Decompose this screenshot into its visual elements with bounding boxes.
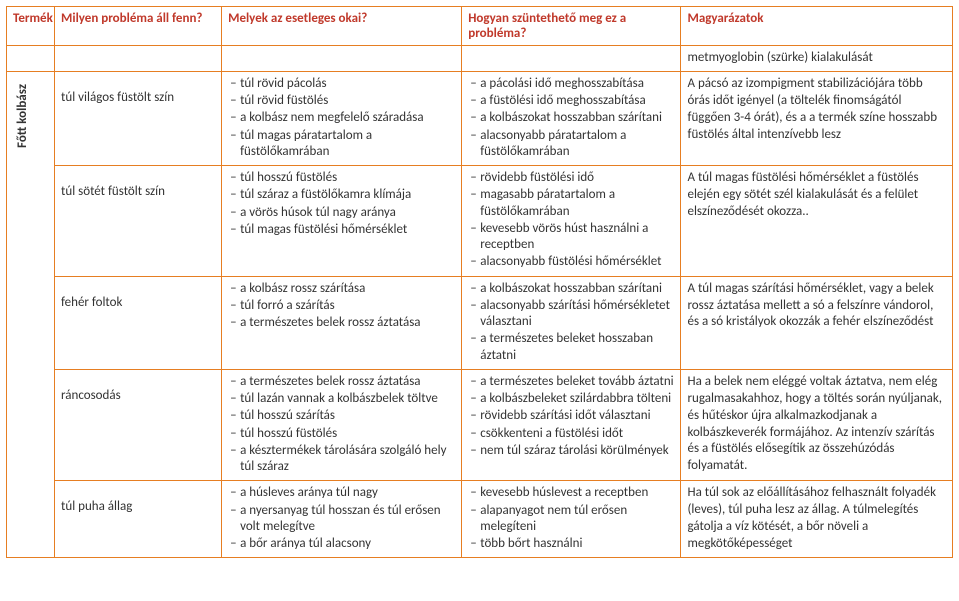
table-row: Főtt kolbásztúl világos füstölt színtúl … [7,71,953,165]
rows.1.causes-item: a vörös húsok túl nagy aránya [230,205,455,221]
rows.1.fixes-list: rövidebb füstölési időmagasabb páratarta… [468,170,674,271]
rows.0.fixes-item: a füstölési idő meghosszabítása [470,93,674,109]
note-cell: A túl magas füstölési hőmérséklet a füst… [681,166,953,277]
note-cell: A túl magas szárítási hőmérséklet, vagy … [681,276,953,369]
rows.1.causes-list: túl hosszú füstöléstúl száraz a füstölők… [228,170,455,238]
rows.2.fixes-item: a kolbászokat hosszabban szárítani [470,281,674,297]
causes-cell: a kolbász rossz szárításatúl forró a szá… [222,276,462,369]
rows.0.causes-item: túl magas páratartalom a füstölőkamrában [230,128,455,161]
problem-cell: túl puha állag [55,481,222,558]
header-notes: Magyarázatok [681,7,953,46]
rows.4.causes-list: a húsleves aránya túl nagy a nyersanyag t… [228,485,455,552]
rows.3.fixes-item: csökkenteni a füstölési időt [470,426,674,442]
causes-cell: a húsleves aránya túl nagy a nyersanyag t… [222,481,462,558]
rows.4.fixes-item: alapanyagot nem túl erősen melegíteni [470,503,674,536]
problem-cell: fehér foltok [55,276,222,369]
note-cell: Ha a belek nem eléggé voltak áztatva, ne… [681,369,953,481]
fixes-cell: kevesebb húslevest a receptben alapanyago… [462,481,681,558]
table-row: fehér foltoka kolbász rossz szárításatúl… [7,276,953,369]
rows.3.fixes-list: a természetes beleket tovább áztatnia ko… [468,374,674,459]
rows.3.causes-item: túl hosszú szárítás [230,408,455,424]
rows.2.causes-item: a természetes belek rossz áztatása [230,315,455,331]
spacer-cell [222,46,462,72]
rows.2.causes-list: a kolbász rossz szárításatúl forró a szá… [228,281,455,332]
rows.0.causes-item: túl rövid pácolás [230,76,455,92]
product-label: Főtt kolbász [13,76,32,156]
rows.4.fixes-list: kevesebb húslevest a receptben alapanyago… [468,485,674,552]
rows.2.fixes-list: a kolbászokat hosszabban szárítanialacso… [468,281,674,364]
rows.1.fixes-item: magasabb páratartalom a füstölőkamrában [470,187,674,220]
rows.3.fixes-item: a természetes beleket tovább áztatni [470,374,674,390]
rows.1.fixes-item: alacsonyabb füstölési hőmérséklet [470,254,674,270]
causes-cell: a természetes belek rossz áztatásatúl la… [222,369,462,481]
product-cell: Főtt kolbász [7,71,55,558]
note-cell: A pácsó az izompigment stabilizációjára … [681,71,953,165]
rows.3.causes-list: a természetes belek rossz áztatásatúl la… [228,374,455,476]
rows.1.fixes-item: kevesebb vörös húst használni a receptbe… [470,221,674,254]
rows.1.causes-item: túl száraz a füstölőkamra klímája [230,187,455,203]
rows.4.causes-item: a bőr aránya túl alacsony [230,536,455,552]
rows.1.causes-item: túl magas füstölési hőmérséklet [230,222,455,238]
table-row: túl puha állaga húsleves aránya túl nagy… [7,481,953,558]
rows.2.causes-item: túl forró a szárítás [230,298,455,314]
rows.1.causes-item: túl hosszú füstölés [230,170,455,186]
header-fix: Hogyan szüntethető meg ez a probléma? [462,7,681,46]
rows.0.causes-item: a kolbász nem megfelelő száradása [230,110,455,126]
fixes-cell: rövidebb füstölési időmagasabb páratarta… [462,166,681,277]
rows.0.fixes-item: a kolbászokat hosszabban szárítani [470,110,674,126]
fixes-cell: a pácolási idő meghosszabításaa füstölés… [462,71,681,165]
rows.4.fixes-item: kevesebb húslevest a receptben [470,485,674,501]
note-cell: Ha túl sok az előállításához felhasznált… [681,481,953,558]
header-problem: Milyen probléma áll fenn? [55,7,222,46]
causes-cell: túl hosszú füstöléstúl száraz a füstölők… [222,166,462,277]
rows.3.fixes-item: rövidebb szárítási időt választani [470,408,674,424]
rows.3.causes-item: túl hosszú füstölés [230,426,455,442]
fixes-cell: a kolbászokat hosszabban szárítanialacso… [462,276,681,369]
rows.4.fixes-item: több bőrt használni [470,536,674,552]
causes-cell: túl rövid pácolástúl rövid füstölésa kol… [222,71,462,165]
troubleshooting-table: Termék Milyen probléma áll fenn? Melyek … [6,6,953,558]
table-row: ráncosodása természetes belek rossz ázta… [7,369,953,481]
problem-cell: túl sötét füstölt szín [55,166,222,277]
rows.1.fixes-item: rövidebb füstölési idő [470,170,674,186]
rows.2.fixes-item: a természetes beleket hosszaban áztatni [470,331,674,364]
rows.3.causes-item: a késztermékek tárolására szolgáló hely … [230,443,455,476]
rows.0.causes-item: túl rövid füstölés [230,93,455,109]
pre-note: metmyoglobin (szürke) kialakulását [681,46,953,72]
rows.0.fixes-item: alacsonyabb páratartalom a füstölőkamráb… [470,128,674,161]
rows.4.causes-item: a húsleves aránya túl nagy [230,485,455,501]
rows.0.fixes-item: a pácolási idő meghosszabítása [470,76,674,92]
problem-cell: ráncosodás [55,369,222,481]
header-product: Termék [7,7,55,46]
rows.3.causes-item: túl lazán vannak a kolbászbelek töltve [230,391,455,407]
rows.2.causes-item: a kolbász rossz szárítása [230,281,455,297]
rows.3.fixes-item: nem túl száraz tárolási körülmények [470,443,674,459]
rows.4.causes-item: a nyersanyag túl hosszan és túl erősen v… [230,503,455,536]
rows.3.causes-item: a természetes belek rossz áztatása [230,374,455,390]
table-row: túl sötét füstölt színtúl hosszú füstölé… [7,166,953,277]
spacer-cell [55,46,222,72]
rows.0.causes-list: túl rövid pácolástúl rövid füstölésa kol… [228,76,455,160]
header-row: Termék Milyen probléma áll fenn? Melyek … [7,7,953,46]
rows.0.fixes-list: a pácolási idő meghosszabításaa füstölés… [468,76,674,160]
header-causes: Melyek az esetleges okai? [222,7,462,46]
spacer-cell [7,46,55,72]
rows.2.fixes-item: alacsonyabb szárítási hőmérsékletet vála… [470,298,674,331]
rows.3.fixes-item: a kolbászbeleket szilárdabbra tölteni [470,391,674,407]
fixes-cell: a természetes beleket tovább áztatnia ko… [462,369,681,481]
spacer-cell [462,46,681,72]
problem-cell: túl világos füstölt szín [55,71,222,165]
